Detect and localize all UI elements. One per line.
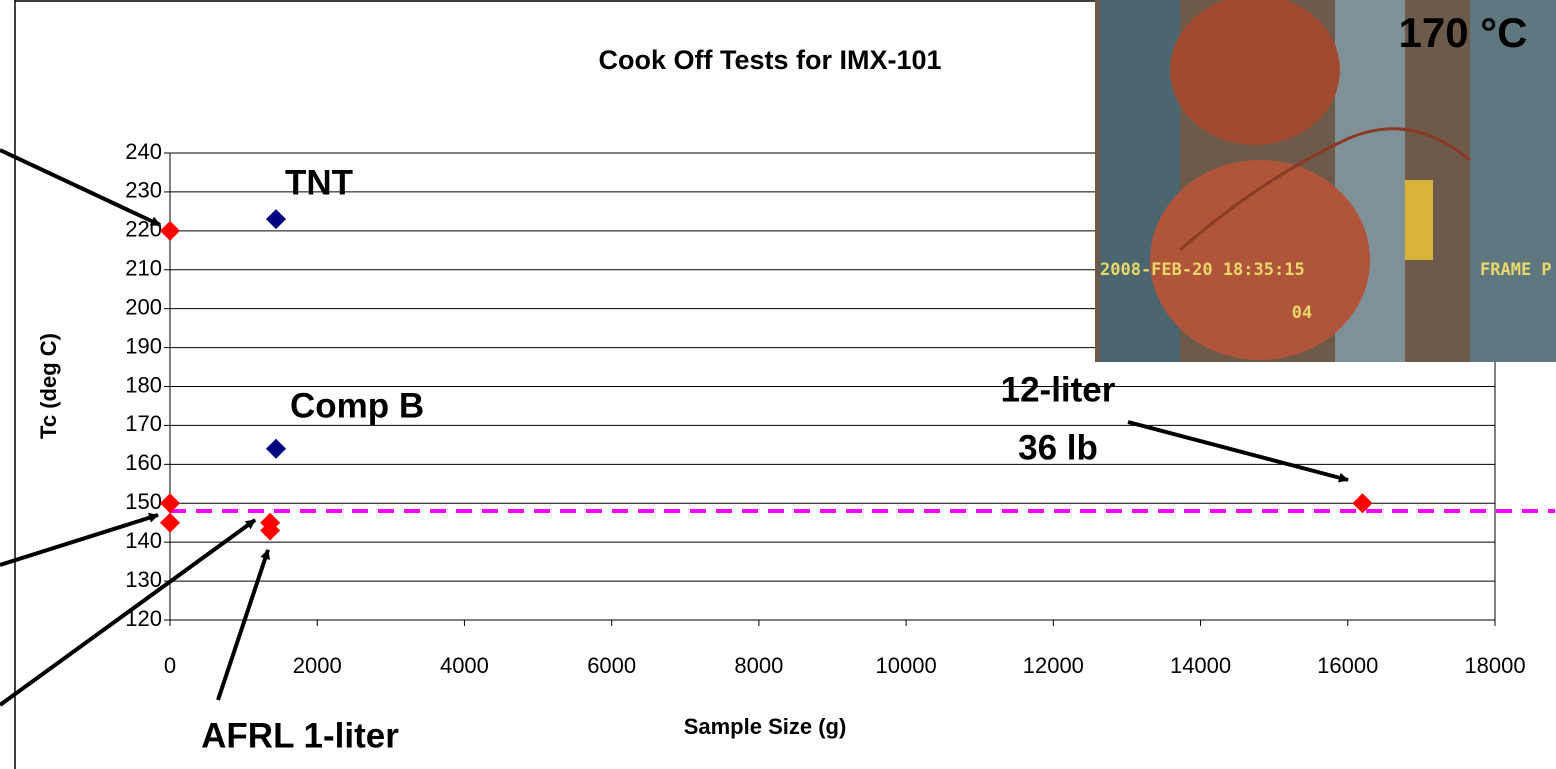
x-tick-label: 0: [164, 653, 176, 678]
y-tick-label: 200: [125, 294, 162, 319]
x-tick-label: 18000: [1464, 653, 1525, 678]
annotation: 170 °C: [1399, 9, 1528, 56]
annotation: Comp B: [290, 386, 424, 425]
y-tick-label: 240: [125, 139, 162, 164]
photo-region: [1405, 180, 1433, 260]
y-tick-label: 150: [125, 489, 162, 514]
y-tick-label: 160: [125, 450, 162, 475]
x-tick-label: 8000: [734, 653, 783, 678]
photo-caption: 2008-FEB-20 18:35:15: [1100, 260, 1305, 280]
data-point: [160, 513, 180, 533]
annotation: 12-liter: [1001, 370, 1116, 409]
y-tick-label: 170: [125, 411, 162, 436]
x-tick-label: 2000: [293, 653, 342, 678]
photo-region: [1170, 0, 1340, 145]
data-point: [266, 209, 286, 229]
x-tick-label: 10000: [876, 653, 937, 678]
x-tick-label: 4000: [440, 653, 489, 678]
data-point: [266, 439, 286, 459]
x-tick-label: 12000: [1023, 653, 1084, 678]
y-tick-label: 210: [125, 256, 162, 281]
x-tick-label: 6000: [587, 653, 636, 678]
arrow: [218, 550, 268, 700]
y-tick-label: 180: [125, 372, 162, 397]
y-tick-label: 140: [125, 528, 162, 553]
y-tick-label: 130: [125, 567, 162, 592]
x-tick-label: 16000: [1317, 653, 1378, 678]
arrow: [1128, 422, 1348, 480]
y-axis-title: Tc (deg C): [36, 333, 61, 439]
chart: Cook Off Tests for IMX-101 Sample Size (…: [0, 0, 1556, 769]
annotation: AFRL 1-liter: [201, 716, 399, 755]
y-tick-label: 190: [125, 333, 162, 358]
y-tick-label: 220: [125, 217, 162, 242]
annotation: TNT: [285, 163, 353, 202]
chart-title: Cook Off Tests for IMX-101: [598, 45, 941, 75]
x-tick-label: 14000: [1170, 653, 1231, 678]
photo-caption: FRAME P: [1480, 260, 1552, 280]
data-point: [160, 221, 180, 241]
y-tick-label: 230: [125, 178, 162, 203]
x-axis-title: Sample Size (g): [684, 714, 847, 739]
annotation: 36 lb: [1018, 428, 1098, 467]
photo-caption: 04: [1292, 303, 1312, 323]
